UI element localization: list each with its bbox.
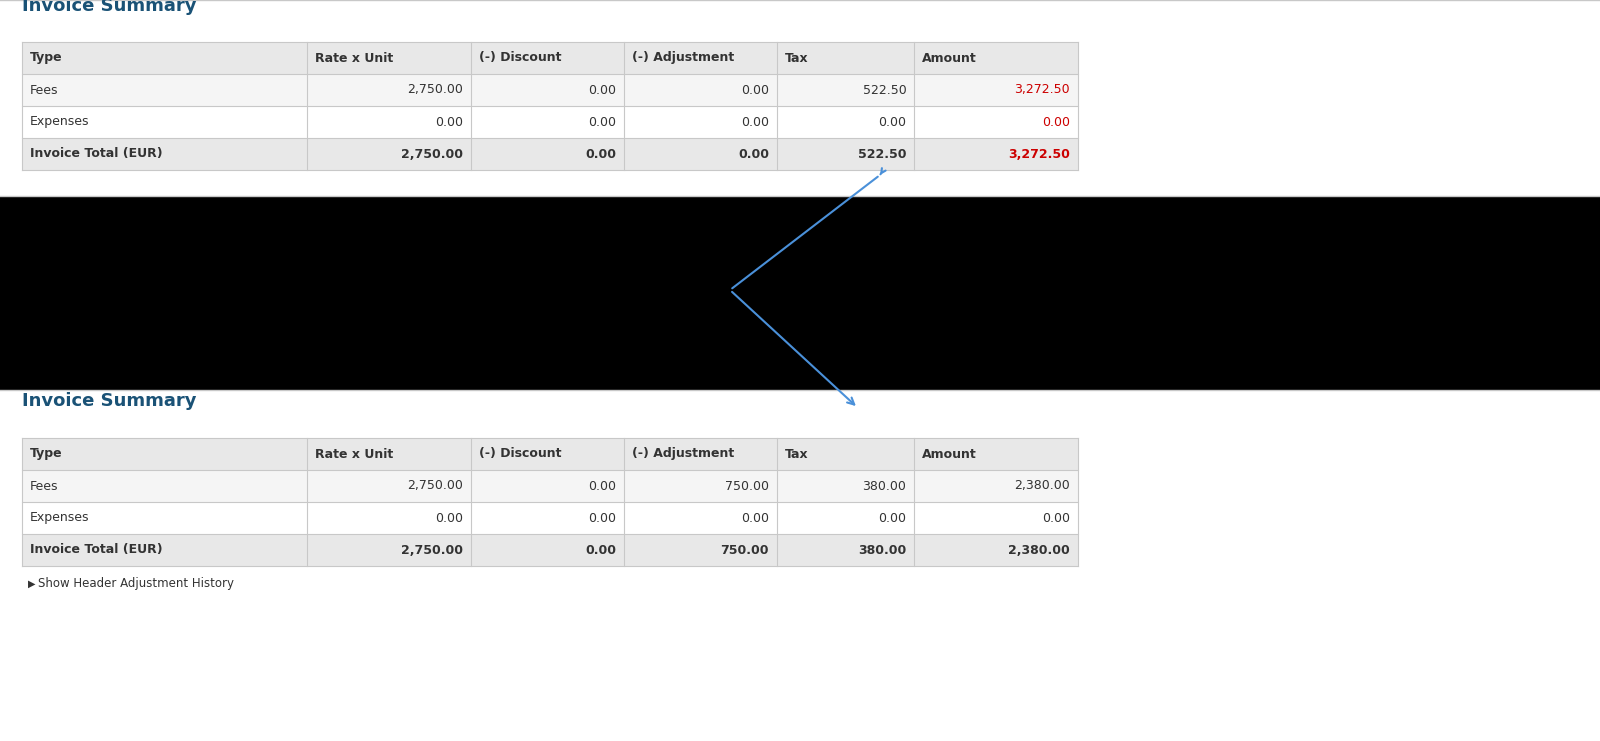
Text: 0.00: 0.00 — [587, 116, 616, 128]
Text: (-) Adjustment: (-) Adjustment — [632, 52, 734, 64]
Text: 0.00: 0.00 — [741, 84, 770, 96]
Text: 0.00: 0.00 — [1042, 511, 1070, 525]
Text: 3,272.50: 3,272.50 — [1014, 84, 1070, 96]
Text: 0.00: 0.00 — [741, 511, 770, 525]
Text: Tax: Tax — [786, 448, 808, 460]
Text: 0.00: 0.00 — [435, 511, 462, 525]
Text: Invoice Total (EUR): Invoice Total (EUR) — [30, 147, 163, 161]
Bar — [22, 42, 1078, 74]
Text: Expenses: Expenses — [30, 116, 90, 128]
Text: 0.00: 0.00 — [878, 511, 906, 525]
Text: Show Header Adjustment History: Show Header Adjustment History — [38, 577, 234, 591]
Text: 3,272.50: 3,272.50 — [1008, 147, 1070, 161]
Bar — [22, 470, 1078, 502]
Text: 750.00: 750.00 — [720, 543, 770, 556]
Text: 522.50: 522.50 — [858, 147, 906, 161]
Text: (-) Discount: (-) Discount — [478, 52, 562, 64]
Text: Amount: Amount — [922, 52, 978, 64]
Text: 2,750.00: 2,750.00 — [400, 543, 462, 556]
Text: 0.00: 0.00 — [1042, 116, 1070, 128]
Text: 2,380.00: 2,380.00 — [1014, 479, 1070, 493]
Bar — [22, 534, 1078, 566]
Text: 2,750.00: 2,750.00 — [406, 84, 462, 96]
Text: 750.00: 750.00 — [725, 479, 770, 493]
Text: 0.00: 0.00 — [587, 511, 616, 525]
Text: Rate x Unit: Rate x Unit — [315, 448, 394, 460]
Text: Expenses: Expenses — [30, 511, 90, 525]
Text: 0.00: 0.00 — [586, 147, 616, 161]
Bar — [22, 106, 1078, 138]
Text: 2,750.00: 2,750.00 — [406, 479, 462, 493]
Text: 0.00: 0.00 — [878, 116, 906, 128]
Text: (-) Discount: (-) Discount — [478, 448, 562, 460]
Bar — [0, 390, 1600, 741]
Text: Fees: Fees — [30, 84, 59, 96]
Text: 380.00: 380.00 — [862, 479, 906, 493]
Text: 0.00: 0.00 — [586, 543, 616, 556]
Text: 0.00: 0.00 — [587, 479, 616, 493]
Text: Type: Type — [30, 52, 62, 64]
Bar — [22, 438, 1078, 470]
Text: 2,380.00: 2,380.00 — [1008, 543, 1070, 556]
Text: (-) Adjustment: (-) Adjustment — [632, 448, 734, 460]
Text: Amount: Amount — [922, 448, 978, 460]
Text: Type: Type — [30, 448, 62, 460]
Text: 0.00: 0.00 — [741, 116, 770, 128]
Text: Invoice Total (EUR): Invoice Total (EUR) — [30, 543, 163, 556]
Text: Invoice Summary: Invoice Summary — [22, 392, 197, 410]
Bar — [22, 138, 1078, 170]
Text: 0.00: 0.00 — [435, 116, 462, 128]
Text: 380.00: 380.00 — [858, 543, 906, 556]
Text: Invoice Summary: Invoice Summary — [22, 0, 197, 15]
Text: 0.00: 0.00 — [587, 84, 616, 96]
Bar — [0, 0, 1600, 196]
Text: ▶: ▶ — [29, 579, 35, 589]
Text: 2,750.00: 2,750.00 — [400, 147, 462, 161]
Text: Rate x Unit: Rate x Unit — [315, 52, 394, 64]
Text: 522.50: 522.50 — [862, 84, 906, 96]
Bar — [22, 74, 1078, 106]
Text: Tax: Tax — [786, 52, 808, 64]
Bar — [0, 196, 1600, 390]
Bar — [22, 502, 1078, 534]
Text: 0.00: 0.00 — [738, 147, 770, 161]
Text: Fees: Fees — [30, 479, 59, 493]
